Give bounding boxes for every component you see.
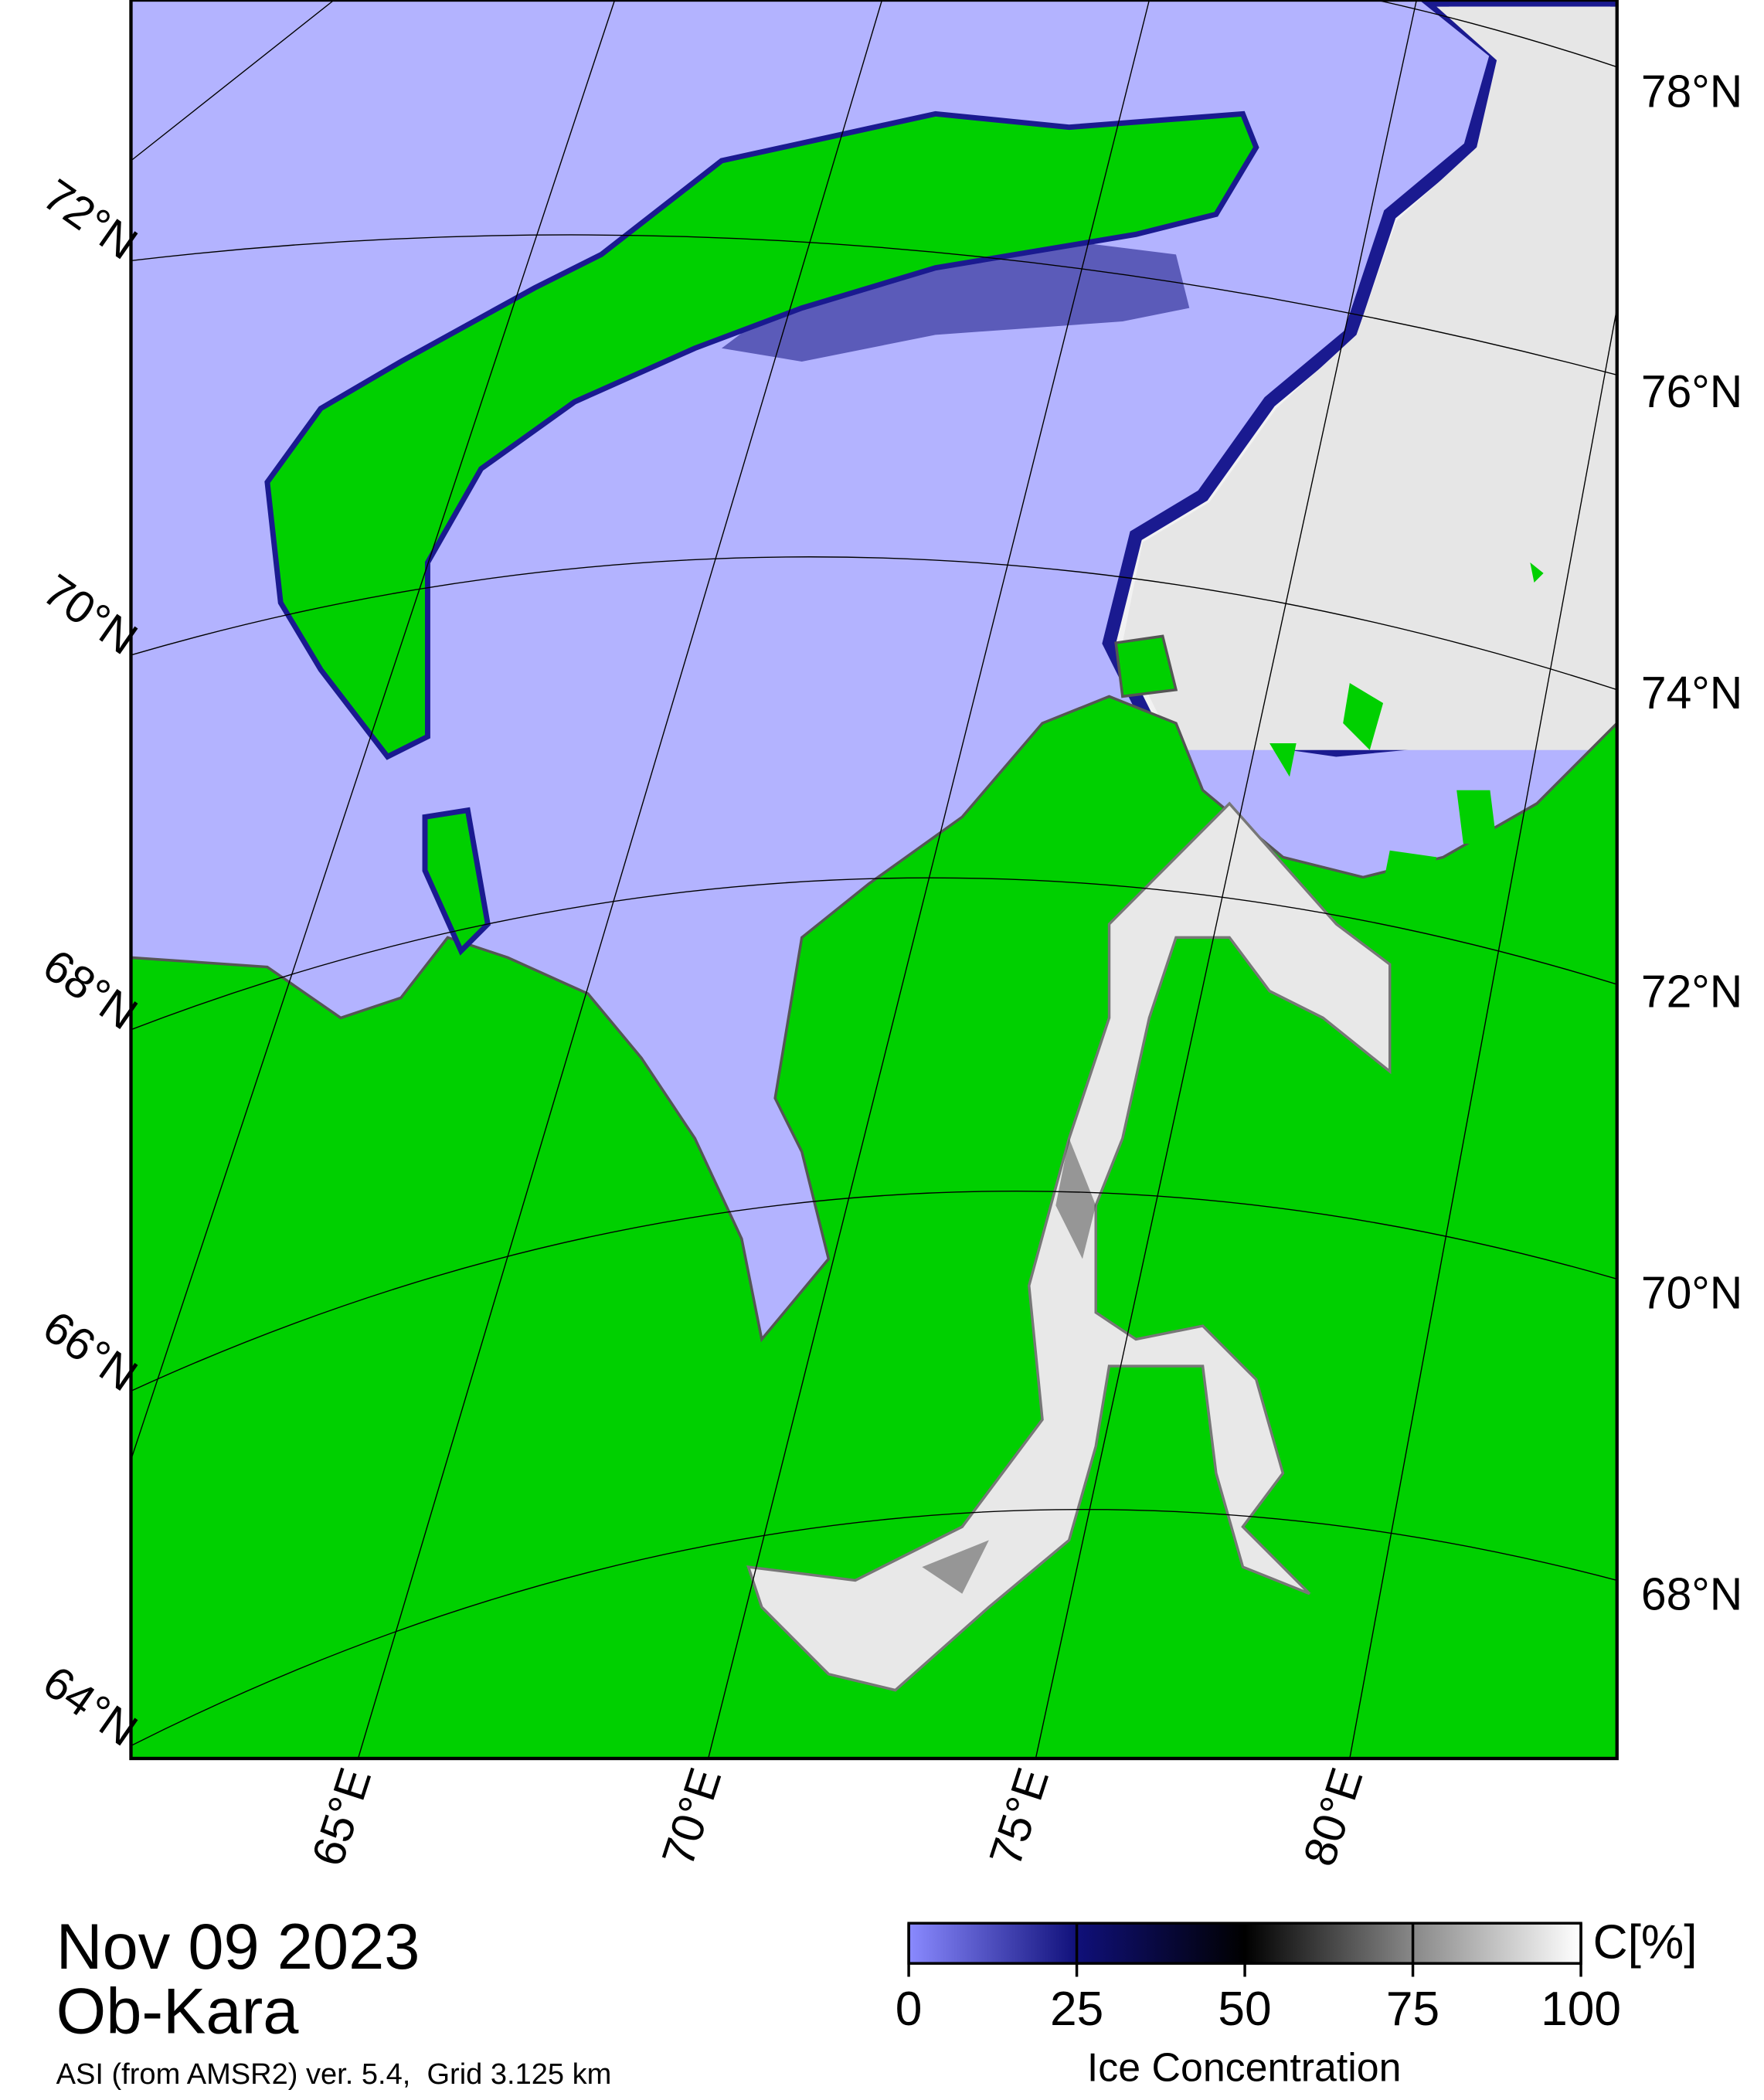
colorbar-tick-label: 50 xyxy=(1218,1983,1271,2036)
colorbar-tick-label: 25 xyxy=(1050,1983,1103,2036)
lat-label: 76°N xyxy=(1641,367,1742,417)
product: ASI (from AMSR2) ver. 5.4, Grid 3.125 km xyxy=(56,2058,612,2091)
colorbar-tick-label: 75 xyxy=(1386,1983,1439,2036)
islands xyxy=(1269,562,1544,891)
lat-label: 74°N xyxy=(1641,668,1742,719)
novaya-zemlya xyxy=(264,110,1259,760)
lon-label: 80°E xyxy=(1294,1762,1372,1872)
lat-label: 64°N xyxy=(34,1657,146,1756)
colorbar-unit: C[%] xyxy=(1593,1915,1698,1969)
lon-label: 75°E xyxy=(981,1762,1059,1872)
graticule xyxy=(131,0,1617,1758)
lat-label: 66°N xyxy=(34,1302,146,1402)
lon-label: 70°E xyxy=(653,1762,731,1872)
lat-label: 70°N xyxy=(1641,1268,1742,1318)
lat-label: 78°N xyxy=(1641,67,1742,117)
date: Nov 09 2023 xyxy=(56,1911,420,1983)
ob-gulf xyxy=(746,801,1392,1692)
lon-label: 65°E xyxy=(303,1762,381,1872)
lat-label: 70°N xyxy=(34,565,146,664)
map-frame xyxy=(129,0,1619,1761)
lat-label: 72°N xyxy=(1641,967,1742,1017)
colorbar-tick-label: 100 xyxy=(1541,1983,1621,2036)
vaygach xyxy=(422,807,491,956)
lat-label: 68°N xyxy=(1641,1570,1742,1620)
ob-dark-ice xyxy=(922,1138,1096,1594)
lat-label: 68°N xyxy=(34,940,146,1040)
colorbar-tick-label: 0 xyxy=(896,1983,923,2036)
map-area xyxy=(131,0,1617,1758)
lat-label: 72°N xyxy=(34,170,146,270)
region: Ob-Kara xyxy=(56,1975,300,2047)
colorbar-title: Ice Concentration xyxy=(1087,2046,1402,2091)
bely-island xyxy=(1114,634,1178,698)
ice-pack-inner xyxy=(1122,6,1617,750)
